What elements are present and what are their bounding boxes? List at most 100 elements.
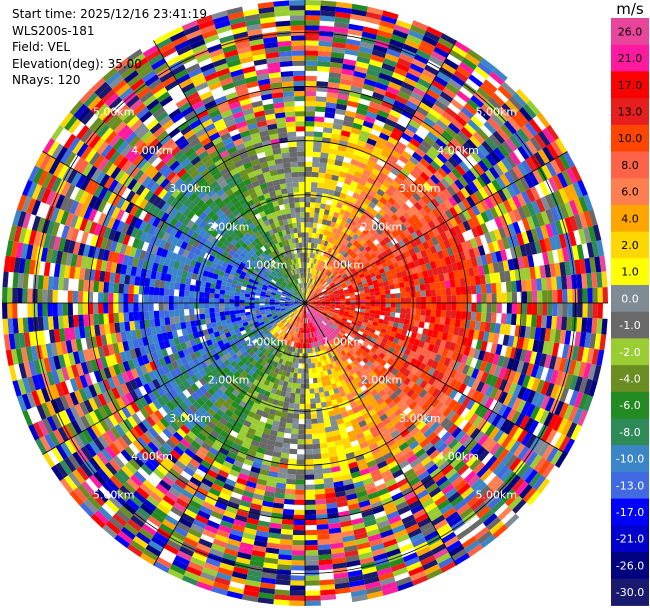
velocity-gate xyxy=(331,424,339,432)
velocity-gate xyxy=(333,572,349,580)
velocity-gate xyxy=(477,265,485,276)
velocity-gate xyxy=(295,332,299,338)
velocity-gate xyxy=(417,143,429,154)
velocity-gate xyxy=(144,430,155,442)
velocity-gate xyxy=(568,231,577,247)
velocity-gate xyxy=(400,415,410,425)
velocity-gate xyxy=(313,279,317,285)
velocity-gate xyxy=(517,337,525,350)
velocity-gate xyxy=(510,280,517,293)
velocity-gate xyxy=(266,418,274,425)
velocity-gate xyxy=(277,369,284,375)
velocity-gate xyxy=(296,378,301,384)
velocity-gate xyxy=(583,395,594,412)
velocity-gate xyxy=(411,444,423,455)
velocity-gate xyxy=(549,328,557,343)
velocity-gate xyxy=(497,144,510,158)
velocity-gate xyxy=(231,389,240,397)
velocity-gate xyxy=(333,408,341,416)
velocity-gate xyxy=(330,249,336,255)
velocity-gate xyxy=(263,362,270,369)
velocity-gate xyxy=(156,396,167,407)
velocity-gate xyxy=(341,273,348,279)
velocity-gate xyxy=(243,527,257,536)
velocity-gate xyxy=(424,350,433,359)
velocity-gate xyxy=(353,70,367,79)
velocity-gate xyxy=(562,303,568,317)
velocity-gate xyxy=(207,327,214,335)
velocity-gate xyxy=(275,308,281,311)
velocity-gate xyxy=(397,322,404,330)
velocity-gate xyxy=(435,391,445,401)
velocity-gate xyxy=(88,457,101,472)
velocity-gate xyxy=(335,587,351,595)
velocity-gate xyxy=(530,228,540,242)
velocity-gate xyxy=(285,391,291,398)
velocity-gate xyxy=(531,214,541,229)
velocity-gate xyxy=(188,528,203,539)
velocity-gate xyxy=(416,175,427,186)
velocity-gate xyxy=(328,328,334,333)
velocity-gate xyxy=(308,283,311,289)
velocity-gate xyxy=(435,288,442,297)
velocity-gate xyxy=(305,474,315,480)
velocity-gate xyxy=(371,197,380,205)
velocity-gate xyxy=(245,338,252,345)
velocity-gate xyxy=(316,412,324,419)
velocity-gate xyxy=(305,207,310,213)
velocity-gate xyxy=(401,81,415,92)
velocity-gate xyxy=(309,300,315,303)
velocity-gate xyxy=(247,369,255,377)
velocity-gate xyxy=(443,145,455,157)
velocity-gate xyxy=(320,198,327,205)
velocity-gate xyxy=(375,482,388,492)
velocity-gate xyxy=(184,485,197,496)
velocity-gate xyxy=(305,60,318,66)
velocity-gate xyxy=(294,499,305,505)
velocity-gate xyxy=(162,364,170,375)
velocity-gate xyxy=(419,216,428,226)
velocity-gate xyxy=(422,204,432,214)
velocity-gate xyxy=(194,547,210,558)
velocity-gate xyxy=(293,309,298,314)
velocity-gate xyxy=(189,476,202,487)
velocity-gate xyxy=(592,287,598,303)
velocity-gate xyxy=(393,100,406,110)
velocity-gate xyxy=(519,349,528,362)
velocity-gate xyxy=(319,305,325,308)
velocity-gate xyxy=(356,258,363,265)
velocity-gate xyxy=(509,134,522,149)
velocity-gate xyxy=(507,223,517,236)
velocity-gate xyxy=(374,310,381,315)
velocity-gate xyxy=(317,283,322,288)
velocity-gate xyxy=(290,330,295,336)
velocity-gate xyxy=(28,360,37,377)
velocity-gate xyxy=(443,239,452,249)
velocity-gate xyxy=(375,306,381,311)
velocity-gate xyxy=(259,388,266,396)
velocity-gate xyxy=(359,290,365,295)
velocity-gate xyxy=(406,142,418,152)
velocity-gate xyxy=(343,245,350,252)
velocity-gate xyxy=(493,191,503,205)
velocity-gate xyxy=(291,565,305,571)
velocity-gate xyxy=(227,585,245,595)
velocity-gate xyxy=(429,337,437,346)
velocity-gate xyxy=(489,442,502,456)
velocity-gate xyxy=(417,398,427,408)
velocity-gate xyxy=(363,347,371,354)
velocity-gate xyxy=(383,280,389,287)
velocity-gate xyxy=(235,455,246,464)
velocity-gate xyxy=(305,126,315,132)
velocity-gate xyxy=(325,324,330,330)
velocity-gate xyxy=(306,293,309,299)
velocity-gate xyxy=(255,325,262,331)
velocity-gate xyxy=(359,93,373,102)
velocity-gate xyxy=(314,362,319,368)
velocity-gate xyxy=(577,288,583,303)
velocity-gate xyxy=(89,410,100,425)
velocity-gate xyxy=(512,92,527,107)
velocity-gate xyxy=(440,149,452,161)
velocity-gate xyxy=(320,152,329,159)
velocity-gate xyxy=(340,362,347,369)
